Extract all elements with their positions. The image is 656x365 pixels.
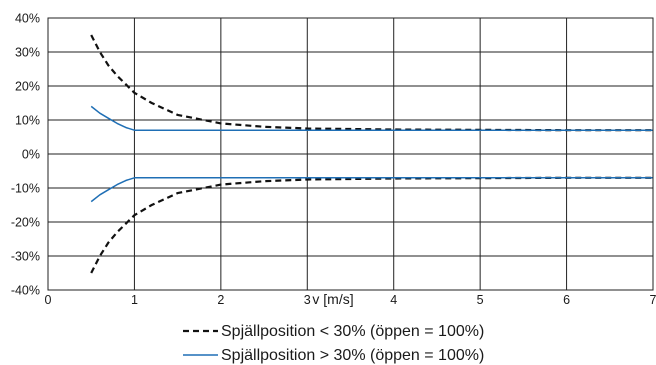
- series-layer: [90, 34, 653, 274]
- x-tick-label: 0: [45, 293, 52, 307]
- series-1-lower-line: [90, 176, 653, 274]
- series-2-lower-line: [90, 177, 653, 203]
- x-tick-label: 3: [304, 293, 311, 307]
- x-axis-label: v [m/s]: [312, 291, 353, 307]
- y-tick-label: 40%: [15, 12, 40, 26]
- y-tick-label: -40%: [11, 284, 40, 298]
- y-tick-label: -10%: [11, 182, 40, 196]
- plot-frame: [47, 17, 654, 291]
- series-1-upper-line: [90, 34, 653, 132]
- y-tick-label: 20%: [15, 80, 40, 94]
- x-tick-label: 2: [217, 293, 224, 307]
- x-tick-label: 6: [563, 293, 570, 307]
- y-tick-label: 10%: [15, 114, 40, 128]
- x-tick-label: 4: [390, 293, 397, 307]
- x-tick-label: 7: [650, 293, 656, 307]
- legend-label-dashed: Spjällposition < 30% (öppen = 100%): [221, 323, 484, 340]
- y-tick-labels: -40% -30% -20% -10% 0% 10% 20% 30% 40%: [11, 12, 40, 298]
- grid: [47, 17, 654, 291]
- x-tick-label: 1: [131, 293, 138, 307]
- y-tick-label: -20%: [11, 216, 40, 230]
- y-tick-label: -30%: [11, 250, 40, 264]
- y-tick-label: 0%: [22, 148, 40, 162]
- legend: Spjällposition < 30% (öppen = 100%) Spjä…: [183, 323, 484, 364]
- x-tick-labels: 0 1 2 3 4 5 6 7: [45, 293, 656, 307]
- series-2-upper-line: [90, 105, 653, 131]
- y-tick-label: 30%: [15, 46, 40, 60]
- legend-label-solid: Spjällposition > 30% (öppen = 100%): [221, 347, 484, 364]
- x-tick-label: 5: [477, 293, 484, 307]
